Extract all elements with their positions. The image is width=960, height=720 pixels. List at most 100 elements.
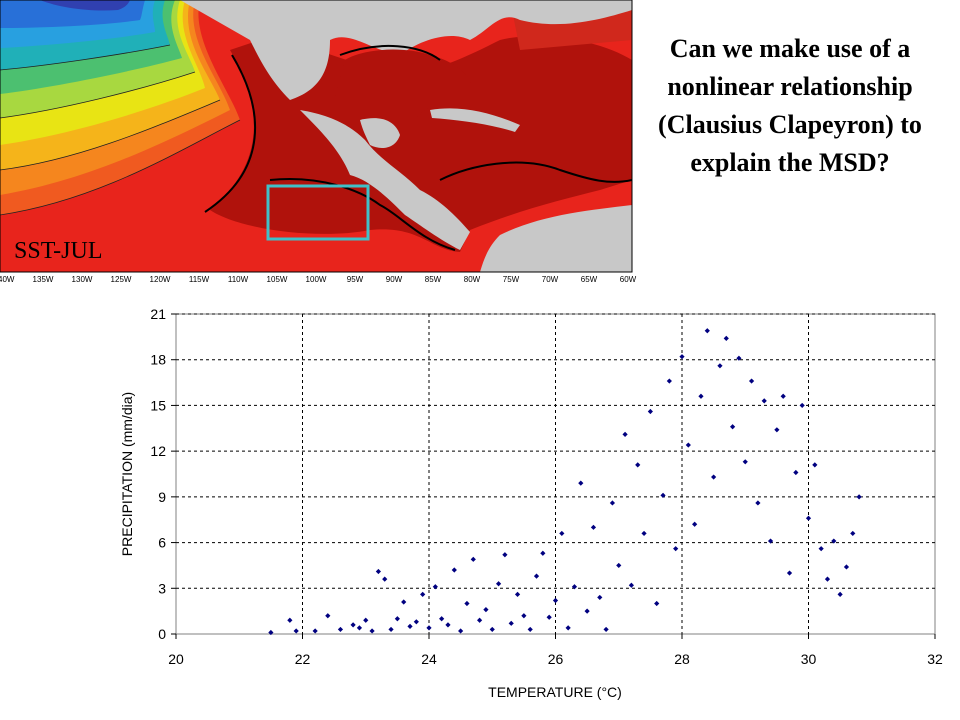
data-point — [755, 500, 761, 506]
x-tick-label: 32 — [927, 651, 943, 667]
data-point — [552, 597, 559, 604]
data-point — [268, 629, 274, 636]
data-point — [394, 616, 400, 622]
data-point — [641, 530, 647, 537]
data-point — [698, 393, 704, 399]
data-point — [774, 427, 780, 433]
data-point — [673, 546, 679, 552]
contour-line — [0, 99, 221, 171]
data-point — [533, 573, 540, 579]
longitude-tick-label: 65W — [581, 275, 598, 284]
data-point — [401, 599, 407, 605]
data-point — [850, 530, 856, 537]
x-tick-labels: 20 22 24 26 28 30 32 — [168, 634, 943, 667]
data-point — [426, 625, 432, 631]
longitude-tick-label: 90W — [386, 275, 403, 284]
data-point — [654, 600, 660, 607]
contour-line — [204, 54, 256, 213]
land-south-america — [480, 205, 632, 272]
data-point — [312, 628, 318, 634]
y-tick-labels: 0 3 6 9 12 15 18 21 — [150, 306, 176, 642]
y-tick-label: 21 — [150, 306, 166, 322]
contour-line — [0, 71, 196, 119]
data-point — [477, 617, 483, 623]
data-point — [407, 623, 413, 629]
data-point — [723, 335, 729, 341]
longitude-ticks: 140W 135W 130W 125W 120W 115W 110W 105W 100W 95W 9… — [0, 275, 637, 284]
data-point — [704, 328, 710, 334]
land-yucatan — [360, 118, 400, 148]
data-point — [293, 628, 299, 634]
x-tick-label: 26 — [548, 651, 564, 667]
y-tick-label: 15 — [150, 397, 166, 413]
x-tick-label: 30 — [801, 651, 817, 667]
longitude-tick-label: 130W — [72, 275, 93, 284]
longitude-tick-label: 140W — [0, 275, 15, 284]
y-tick-label: 9 — [158, 489, 166, 505]
data-point — [382, 576, 388, 582]
data-point — [742, 459, 748, 465]
data-point — [590, 524, 597, 530]
data-point — [767, 538, 774, 544]
data-point — [603, 626, 609, 633]
sst-map: SST-JUL 140W 135W 130W 125W 120W 115W 110W 105W… — [0, 0, 640, 288]
data-point — [748, 378, 755, 384]
longitude-tick-label: 135W — [33, 275, 54, 284]
data-point — [337, 626, 344, 633]
data-point — [609, 500, 616, 506]
data-point — [793, 469, 799, 476]
data-point — [559, 530, 565, 537]
data-point — [470, 556, 476, 562]
data-point — [363, 617, 369, 623]
data-point — [584, 608, 590, 614]
data-point — [514, 591, 521, 597]
land — [180, 0, 632, 100]
data-point — [717, 363, 723, 369]
x-tick-label: 22 — [295, 651, 311, 667]
land-gulf — [330, 49, 472, 134]
question-text: Can we make use of a nonlinear relations… — [658, 34, 922, 177]
y-tick-label: 18 — [150, 352, 166, 368]
data-point — [388, 626, 394, 633]
y-tick-label: 12 — [150, 443, 166, 459]
longitude-tick-label: 120W — [150, 275, 171, 284]
x-tick-label: 24 — [421, 651, 437, 667]
data-point — [508, 620, 514, 626]
data-point — [521, 613, 527, 619]
scatter-chart: 0 3 6 9 12 15 18 21 20 22 24 26 28 30 32 TEMPERATURE … — [119, 306, 943, 700]
data-point — [660, 492, 666, 498]
data-point — [451, 567, 457, 573]
data-point — [287, 617, 293, 623]
data-point — [692, 521, 698, 527]
data-point — [824, 576, 831, 582]
data-point — [812, 462, 818, 468]
land-central-america — [300, 110, 470, 250]
data-point — [527, 626, 533, 633]
data-point — [628, 582, 634, 588]
contour-line — [339, 45, 441, 61]
data-point — [856, 494, 862, 500]
data-point — [597, 594, 603, 601]
data-point — [805, 515, 812, 521]
y-axis-title: PRECIPITATION (mm/dia) — [119, 392, 135, 556]
grid-lines — [176, 313, 935, 634]
longitude-tick-label: 75W — [503, 275, 520, 284]
contour-line — [0, 119, 241, 216]
data-point — [546, 614, 552, 620]
x-tick-label: 28 — [674, 651, 690, 667]
y-tick-label: 6 — [158, 535, 166, 551]
data-point — [679, 354, 685, 360]
data-point — [464, 600, 470, 607]
map-label: SST-JUL — [14, 238, 102, 264]
longitude-tick-label: 60W — [620, 275, 637, 284]
longitude-tick-label: 70W — [542, 275, 559, 284]
sst-band — [40, 0, 130, 11]
longitude-tick-label: 95W — [347, 275, 364, 284]
data-point — [420, 591, 426, 597]
contour-line — [439, 161, 632, 183]
longitude-tick-label: 115W — [189, 275, 210, 284]
data-point — [831, 538, 837, 544]
data-point — [780, 393, 786, 399]
longitude-tick-label: 125W — [111, 275, 132, 284]
data-point — [325, 613, 331, 619]
